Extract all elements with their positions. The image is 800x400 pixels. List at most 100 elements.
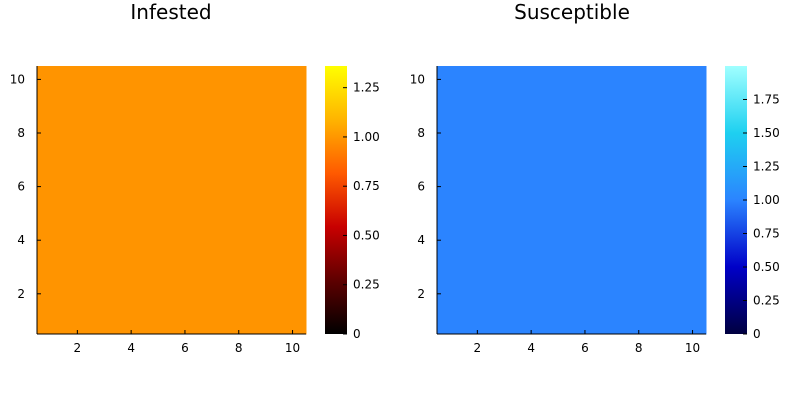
colorbar-tick-label: 0.50 <box>753 260 780 274</box>
heatmap-cell <box>37 253 65 281</box>
heatmap-cell <box>652 66 680 94</box>
heatmap-cell <box>437 200 465 228</box>
heatmap-cell <box>463 280 492 308</box>
heatmap-cell <box>37 119 65 147</box>
panel-infested: Infested 2 4 6 8 10 2 4 6 8 10 0 0.25 0.50 0.75 1.00… <box>10 0 380 355</box>
heatmap-cell <box>117 173 146 201</box>
heatmap-cell <box>463 173 492 201</box>
heatmap-cell <box>279 280 307 308</box>
heatmap-cell <box>625 307 653 335</box>
heatmap-cell <box>625 66 653 94</box>
heatmap-cell <box>571 226 599 255</box>
heatmap-cell <box>490 146 519 174</box>
heatmap-cell <box>517 119 546 147</box>
heatmap-cell <box>144 253 172 281</box>
heatmap-cell <box>679 253 707 281</box>
heatmap-cell <box>279 200 307 228</box>
heatmap-cell <box>544 253 572 281</box>
heatmap-cell <box>144 146 172 174</box>
chart-title-susceptible: Susceptible <box>514 0 630 24</box>
heatmap-cell <box>490 307 519 335</box>
heatmap-cell <box>37 173 65 201</box>
heatmap-cell <box>252 280 280 308</box>
heatmap-cell <box>117 226 146 255</box>
heatmap-cell <box>437 146 465 174</box>
colorbar-tick-label: 1.25 <box>353 81 380 95</box>
heatmap-cell <box>598 173 626 201</box>
heatmap-cell <box>63 280 92 308</box>
x-tick-label: 2 <box>74 341 82 355</box>
heatmap-cell <box>171 200 199 228</box>
heatmap-cell <box>544 200 572 228</box>
heatmap-cell <box>652 146 680 174</box>
x-tick-label: 4 <box>527 341 535 355</box>
heatmap-cell <box>144 119 172 147</box>
heatmap-cell <box>279 307 307 335</box>
heatmap-cell <box>63 226 92 255</box>
heatmap-cell <box>652 173 680 201</box>
y-ticks-infested: 2 4 6 8 10 <box>10 72 41 301</box>
heatmap-cell <box>90 226 119 255</box>
x-tick-label: 6 <box>181 341 189 355</box>
heatmap-cell <box>679 173 707 201</box>
heatmap-cell <box>225 92 253 121</box>
heatmap-cell <box>490 119 519 147</box>
colorbar-tick-label: 0.25 <box>353 278 380 292</box>
heatmap-cell <box>117 253 146 281</box>
heatmap-cell <box>571 119 599 147</box>
heatmap-cell <box>571 200 599 228</box>
heatmap-cell <box>90 119 119 147</box>
heatmap-cell <box>279 253 307 281</box>
colorbar-infested: 0 0.25 0.50 0.75 1.00 1.25 <box>325 66 380 341</box>
colorbar-gradient <box>325 66 347 334</box>
heatmap-cell <box>679 226 707 255</box>
heatmap-cell <box>490 66 519 94</box>
heatmap-cell <box>63 307 92 335</box>
heatmap-cell <box>171 119 199 147</box>
heatmap-cell <box>90 66 119 94</box>
y-tick-label: 10 <box>10 72 25 86</box>
heatmap-cell <box>463 119 492 147</box>
heatmap-cell <box>544 226 572 255</box>
colorbar-susceptible: 0 0.25 0.50 0.75 1.00 1.25 1.50 1.75 <box>725 66 780 341</box>
heatmap-cell <box>252 253 280 281</box>
heatmap-cell <box>652 280 680 308</box>
heatmap-cell <box>598 226 626 255</box>
heatmap-cell <box>571 307 599 335</box>
heatmap-infested <box>37 66 307 335</box>
y-tick-label: 6 <box>417 180 425 194</box>
heatmap-cell <box>437 173 465 201</box>
colorbar-tick-label: 1.00 <box>753 193 780 207</box>
heatmap-cell <box>117 280 146 308</box>
heatmap-cell <box>198 119 226 147</box>
heatmap-cell <box>652 226 680 255</box>
heatmap-cell <box>679 307 707 335</box>
heatmap-cell <box>225 119 253 147</box>
heatmap-cell <box>544 280 572 308</box>
heatmap-cell <box>37 226 65 255</box>
colorbar-ticks-susceptible: 0 0.25 0.50 0.75 1.00 1.25 1.50 1.75 <box>743 93 780 341</box>
heatmap-cell <box>198 146 226 174</box>
colorbar-gradient <box>725 66 747 334</box>
heatmap-cell <box>463 146 492 174</box>
y-tick-label: 6 <box>17 180 25 194</box>
heatmap-cell <box>225 173 253 201</box>
heatmap-cell <box>252 226 280 255</box>
heatmap-cell <box>598 92 626 121</box>
heatmap-cell <box>437 307 465 335</box>
heatmap-cell <box>171 307 199 335</box>
heatmap-cell <box>171 173 199 201</box>
heatmap-cell <box>37 307 65 335</box>
heatmap-cell <box>571 280 599 308</box>
heatmap-cell <box>198 173 226 201</box>
heatmap-cell <box>517 146 546 174</box>
x-tick-label: 10 <box>285 341 300 355</box>
colorbar-tick-label: 0.25 <box>753 294 780 308</box>
heatmap-cell <box>571 253 599 281</box>
heatmap-cell <box>517 307 546 335</box>
heatmap-cell <box>144 226 172 255</box>
heatmap-cell <box>225 253 253 281</box>
heatmap-cell <box>517 92 546 121</box>
heatmap-cell <box>63 200 92 228</box>
axes-susceptible: 2 4 6 8 10 2 4 6 8 10 <box>410 66 706 355</box>
